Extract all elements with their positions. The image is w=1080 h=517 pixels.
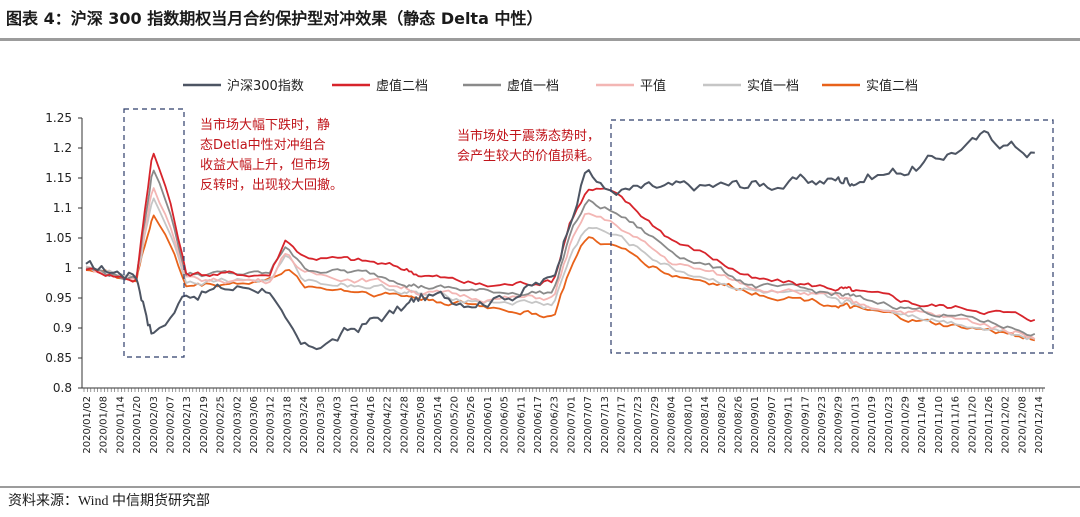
x-tick-label: 2020/08/26 <box>733 396 744 454</box>
x-tick-label: 2020/10/13 <box>850 396 861 454</box>
x-tick-label: 2020/08/20 <box>717 396 728 454</box>
x-tick-label: 2020/03/06 <box>249 396 260 454</box>
x-tick-label: 2020/07/01 <box>566 396 577 454</box>
y-tick-label: 0.95 <box>45 291 72 305</box>
series-group <box>85 130 1036 351</box>
y-tick-label: 1.05 <box>45 231 72 245</box>
legend: 沪深300指数 虚值二档 虚值一档 平值 实值一档 实值二档 <box>183 78 918 94</box>
legend-label: 虚值一档 <box>507 78 559 94</box>
series-line <box>85 130 1035 351</box>
x-tick-label: 2020/07/29 <box>650 396 661 454</box>
x-tick-label: 2020/07/07 <box>583 396 594 454</box>
x-tick-label: 2020/08/14 <box>700 396 711 454</box>
x-tick-label: 2020/01/20 <box>132 396 143 454</box>
legend-label: 实值一档 <box>747 78 799 94</box>
x-tick-label: 2020/12/02 <box>1001 396 1012 454</box>
x-tick-label: 2020/03/24 <box>299 396 310 454</box>
chart-area: 沪深300指数 虚值二档 虚值一档 平值 实值一档 实值二档 0.8 0.85 0.9 0.95… <box>45 78 1054 454</box>
x-tick-label: 2020/04/10 <box>349 396 360 454</box>
annotation-text: 当市场大幅下跌时，静 <box>200 117 330 133</box>
legend-label: 虚值二档 <box>376 78 428 94</box>
x-tick-label: 2020/09/11 <box>784 396 795 454</box>
x-tick-label: 2020/11/10 <box>934 396 945 454</box>
x-tick-label: 2020/01/08 <box>99 396 110 454</box>
x-tick-label: 2020/02/19 <box>199 396 210 454</box>
x-tick-label: 2020/02/25 <box>216 396 227 454</box>
x-tick-label: 2020/09/17 <box>800 396 811 454</box>
annotation-text: 会产生较大的价值损耗。 <box>457 148 600 164</box>
x-tick-label: 2020/05/14 <box>433 396 444 454</box>
x-tick-label: 2020/03/02 <box>232 396 243 454</box>
legend-label: 沪深300指数 <box>227 78 304 94</box>
x-tick-label: 2020/08/04 <box>667 396 678 454</box>
legend-label: 平值 <box>640 78 666 94</box>
x-tick-label: 2020/05/26 <box>466 396 477 454</box>
x-tick-label: 2020/10/23 <box>884 396 895 454</box>
x-tick-label: 2020/04/28 <box>399 396 410 454</box>
annotations: 当市场大幅下跌时，静态Detla中性对冲组合收益大幅上升，但市场反转时，出现较大… <box>200 117 600 193</box>
x-tick-label: 2020/07/23 <box>633 396 644 454</box>
y-tick-label: 1.25 <box>45 111 72 125</box>
x-tick-label: 2020/11/04 <box>917 396 928 454</box>
y-tick-label: 0.8 <box>53 381 72 395</box>
y-tick-label: 1.1 <box>53 201 72 215</box>
x-tick-label: 2020/02/03 <box>149 396 160 454</box>
source-divider <box>0 486 1080 488</box>
x-tick-label: 2020/06/11 <box>516 396 527 454</box>
x-tick-label: 2020/08/10 <box>683 396 694 454</box>
y-tick-label: 0.85 <box>45 351 72 365</box>
x-tick-label: 2020/09/01 <box>750 396 761 454</box>
x-tick-label: 2020/04/22 <box>383 396 394 454</box>
x-tick-label: 2020/07/13 <box>600 396 611 454</box>
highlight-box-oscillation <box>610 119 1054 354</box>
y-tick-label: 1.15 <box>45 171 72 185</box>
x-tick-label: 2020/06/01 <box>483 396 494 454</box>
x-tick-label: 2020/03/18 <box>282 396 293 454</box>
y-tick-label: 0.9 <box>53 321 72 335</box>
x-tick-label: 2020/05/20 <box>449 396 460 454</box>
x-tick-label: 2020/11/20 <box>967 396 978 454</box>
x-tick-label: 2020/09/29 <box>834 396 845 454</box>
x-tick-label: 2020/11/26 <box>984 396 995 454</box>
series-line <box>85 169 1036 337</box>
x-tick-label: 2020/10/29 <box>901 396 912 454</box>
annotation-text: 反转时，出现较大回撤。 <box>200 177 343 193</box>
x-tick-label: 2020/06/05 <box>500 396 511 454</box>
page-title: 图表 4：沪深 300 指数期权当月合约保护型对冲效果（静态 Delta 中性） <box>6 9 543 28</box>
y-tick-label: 1.2 <box>53 141 72 155</box>
x-tick-label: 2020/01/02 <box>82 396 93 454</box>
x-tick-label: 2020/06/17 <box>533 396 544 454</box>
title-divider <box>0 38 1080 41</box>
legend-label: 实值二档 <box>866 78 918 94</box>
x-tick-label: 2020/04/03 <box>333 396 344 454</box>
y-axis: 0.8 0.85 0.9 0.95 1 1.05 1.1 1.15 1.2 1.25 <box>45 111 83 395</box>
x-tick-label: 2020/10/19 <box>867 396 878 454</box>
x-tick-label: 2020/06/23 <box>550 396 561 454</box>
highlight-box-crash <box>123 108 185 358</box>
series-line <box>85 187 1036 340</box>
x-tick-label: 2020/03/12 <box>266 396 277 454</box>
x-axis: 2020/01/02 2020/01/08 2020/01/14 2020/01/20… <box>82 387 1045 454</box>
x-tick-label: 2020/05/08 <box>416 396 427 454</box>
annotation-text: 当市场处于震荡态势时， <box>457 128 600 144</box>
x-tick-label: 2020/12/14 <box>1034 396 1045 454</box>
series-line <box>85 152 1036 323</box>
x-tick-label: 2020/02/13 <box>182 396 193 454</box>
x-tick-label: 2020/04/16 <box>366 396 377 454</box>
x-tick-label: 2020/07/17 <box>617 396 628 454</box>
x-tick-label: 2020/11/16 <box>951 396 962 454</box>
x-tick-label: 2020/03/30 <box>316 396 327 454</box>
x-tick-label: 2020/12/08 <box>1017 396 1028 454</box>
source-note: 资料来源：Wind 中信期货研究部 <box>8 494 211 509</box>
x-tick-label: 2020/09/07 <box>767 396 778 454</box>
y-tick-label: 1 <box>64 261 72 275</box>
x-tick-label: 2020/01/14 <box>115 396 126 454</box>
x-tick-label: 2020/02/07 <box>166 396 177 454</box>
annotation-text: 态Detla中性对冲组合 <box>200 138 326 153</box>
x-tick-label: 2020/09/23 <box>817 396 828 454</box>
annotation-text: 收益大幅上升，但市场 <box>200 157 330 173</box>
